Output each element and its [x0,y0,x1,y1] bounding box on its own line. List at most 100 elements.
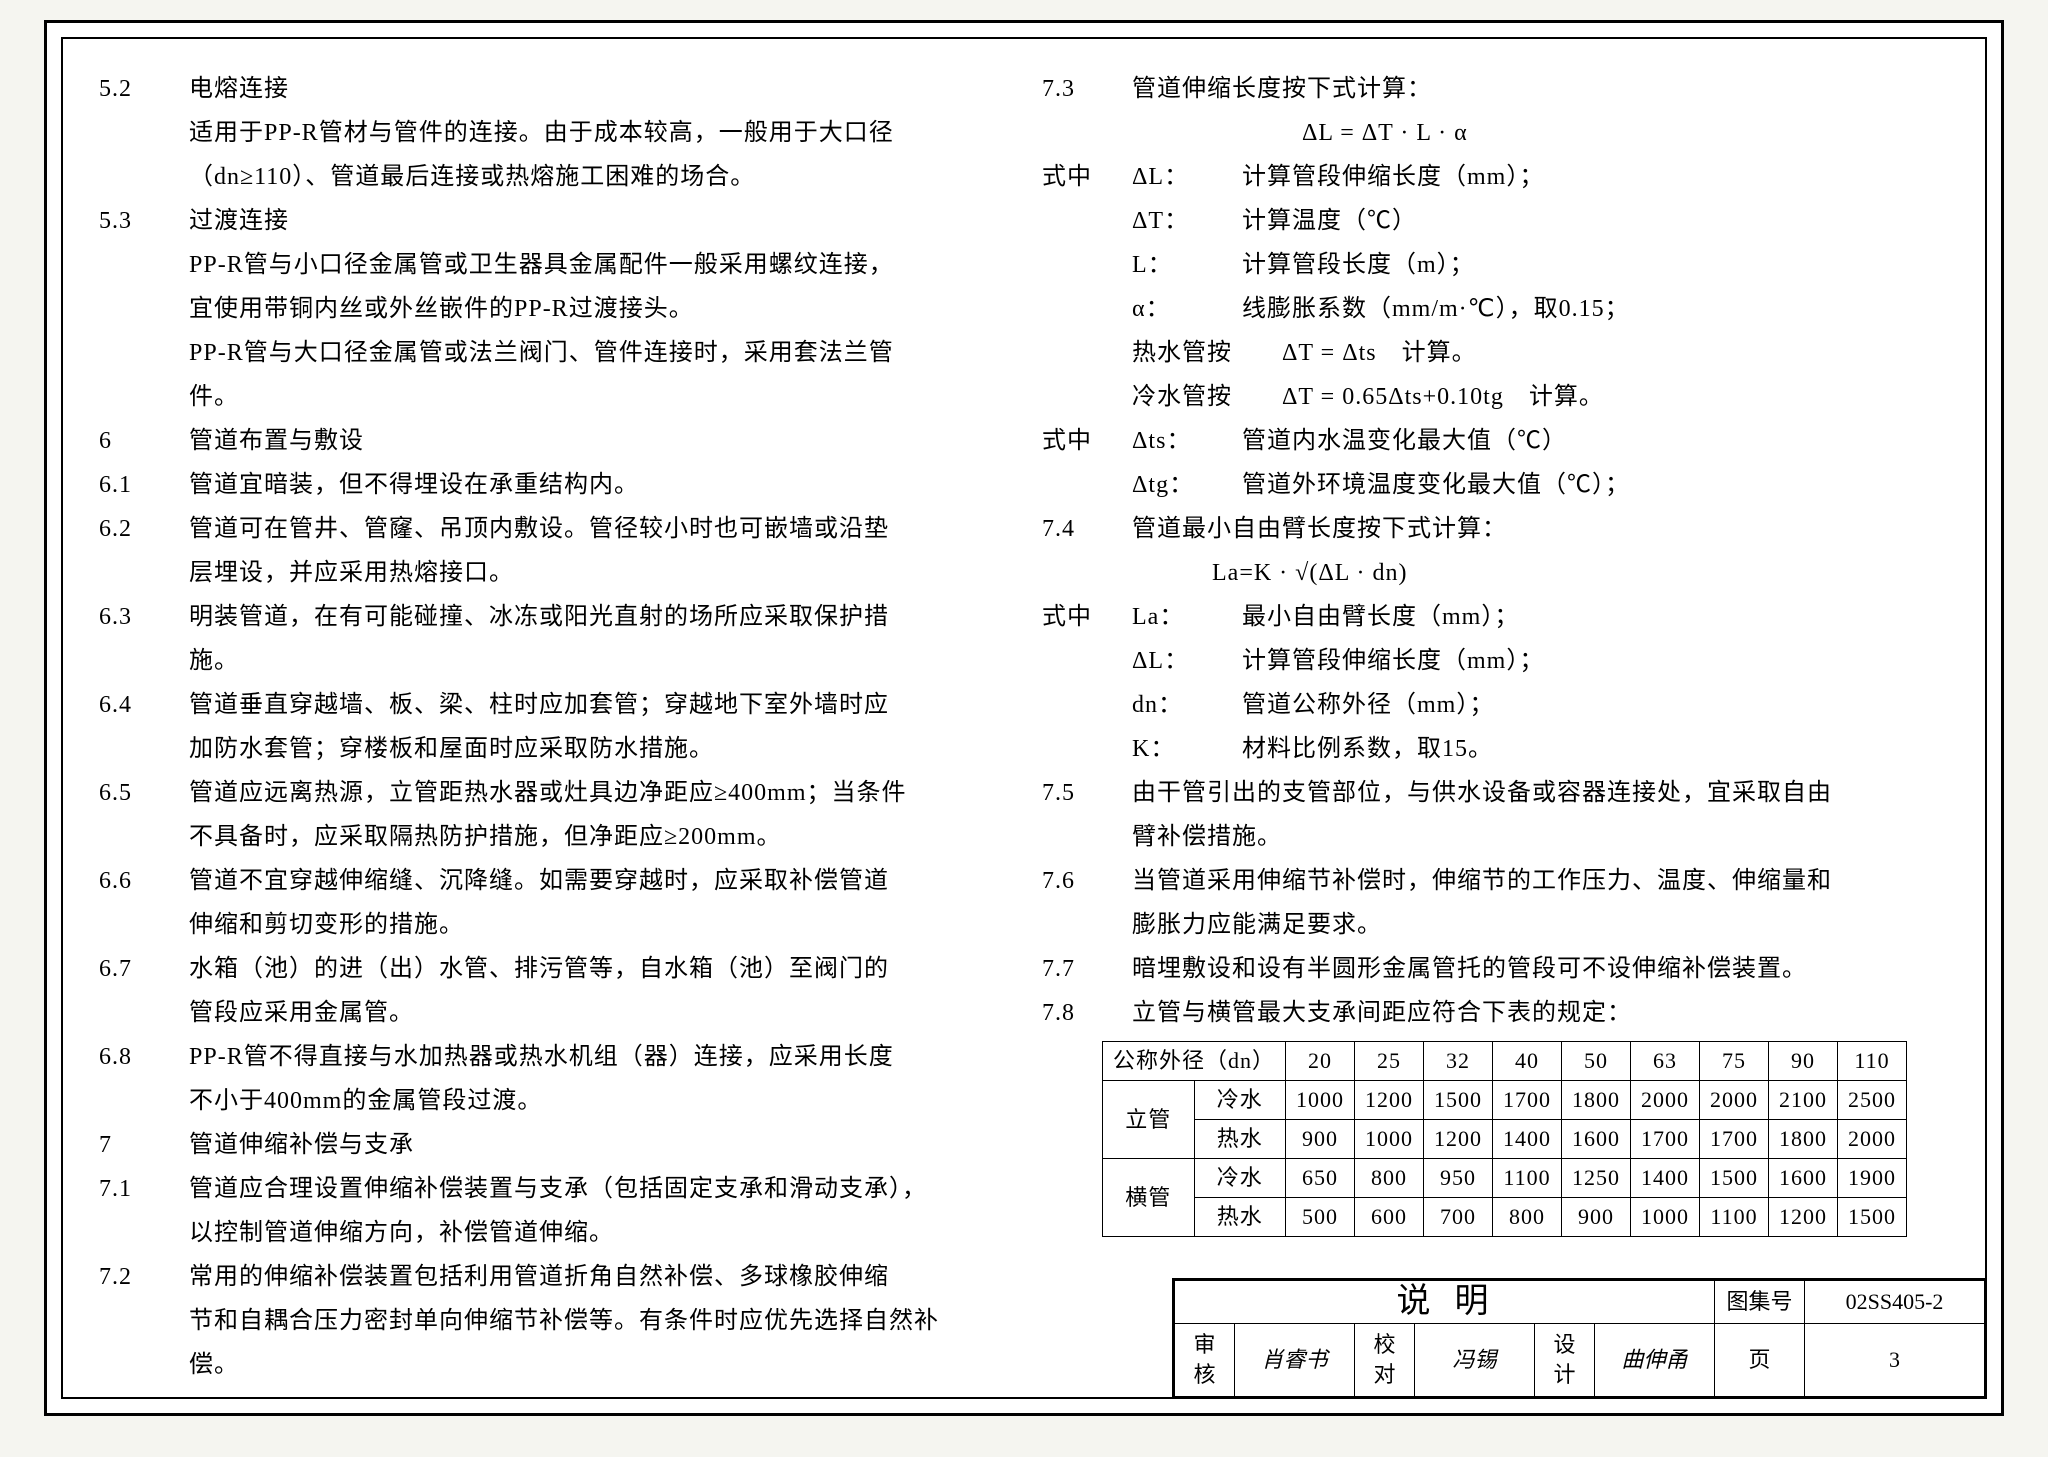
text: 层埋设，并应采用热熔接口。 [189,551,996,595]
td: 900 [1562,1198,1631,1237]
desc: 计算温度（℃） [1242,199,1949,243]
desc: 管道公称外径（mm）； [1242,683,1949,727]
item-6-8: 6.8 PP-R管不得直接与水加热器或热水机组（器）连接，应采用长度 [99,1035,996,1079]
desc: 最小自由臂长度（mm）； [1242,595,1949,639]
text: 管道伸缩长度按下式计算： [1132,67,1949,111]
sym: La： [1132,595,1242,639]
label: 设计 [1535,1324,1595,1397]
td: 600 [1355,1198,1424,1237]
desc: 线膨胀系数（mm/m·℃），取0.15； [1242,287,1949,331]
td: 1600 [1562,1120,1631,1159]
num: 7.6 [1042,859,1132,903]
item-7-6: 7.6 当管道采用伸缩节补偿时，伸缩节的工作压力、温度、伸缩量和 [1042,859,1949,903]
th: 公称外径（dn） [1103,1042,1286,1081]
label: 式中 [1042,419,1132,463]
num: 6.1 [99,463,189,507]
item-7-1-c: 以控制管道伸缩方向，补偿管道伸缩。 [99,1211,996,1255]
item-7-4: 7.4 管道最小自由臂长度按下式计算： [1042,507,1949,551]
td: 热水 [1194,1198,1286,1237]
text: 管道应合理设置伸缩补偿装置与支承（包括固定支承和滑动支承）， [189,1167,996,1211]
label: 图集号 [1715,1281,1805,1324]
item-6-6: 6.6 管道不宜穿越伸缩缝、沉降缝。如需要穿越时，应采取补偿管道 [99,859,996,903]
text: 立管与横管最大支承间距应符合下表的规定： [1132,991,1949,1035]
checker-signature: 冯锡 [1415,1324,1535,1397]
td: 热水 [1194,1120,1286,1159]
num: 6 [99,419,189,463]
item-6-7: 6.7 水箱（池）的进（出）水管、排污管等，自水箱（池）至阀门的 [99,947,996,991]
text: 冷水管按 ΔT = 0.65Δts+0.10tg 计算。 [1132,375,1949,419]
num: 6.2 [99,507,189,551]
item-6-4: 6.4 管道垂直穿越墙、板、梁、柱时应加套管；穿越地下室外墙时应 [99,683,996,727]
item-6-1: 6.1 管道宜暗装，但不得埋设在承重结构内。 [99,463,996,507]
td: 1000 [1631,1198,1700,1237]
coldwater-row: 冷水管按 ΔT = 0.65Δts+0.10tg 计算。 [1042,375,1949,419]
item-5-3: 5.3 过渡连接 [99,199,996,243]
td: 1400 [1631,1159,1700,1198]
td: 1600 [1769,1159,1838,1198]
text: 不具备时，应采取隔热防护措施，但净距应≥200mm。 [189,815,996,859]
spacing-table: 公称外径（dn） 20 25 32 40 50 63 75 90 110 立管 … [1102,1041,1907,1237]
num: 7.5 [1042,771,1132,815]
sym: L： [1132,243,1242,287]
text: 暗埋敷设和设有半圆形金属管托的管段可不设伸缩补偿装置。 [1132,947,1949,991]
sym: K： [1132,727,1242,771]
sym: α： [1132,287,1242,331]
text: 管段应采用金属管。 [189,991,996,1035]
num: 7.8 [1042,991,1132,1035]
page-number: 3 [1805,1324,1985,1397]
page-inner-frame: 5.2 电熔连接 适用于PP-R管材与管件的连接。由于成本较高，一般用于大口径 … [61,37,1987,1399]
text: PP-R管与大口径金属管或法兰阀门、管件连接时，采用套法兰管 [99,331,996,375]
sym: Δts： [1132,419,1242,463]
def-row: 式中 La：最小自由臂长度（mm）； [1042,595,1949,639]
td: 1800 [1562,1081,1631,1120]
item-7-2: 7.2 常用的伸缩补偿装置包括利用管道折角自然补偿、多球橡胶伸缩 [99,1255,996,1299]
text: 当管道采用伸缩节补偿时，伸缩节的工作压力、温度、伸缩量和 [1132,859,1949,903]
td: 800 [1493,1198,1562,1237]
desc: 管道内水温变化最大值（℃） [1242,419,1949,463]
item-7: 7 管道伸缩补偿与支承 [99,1123,996,1167]
sym: Δtg： [1132,463,1242,507]
label: 页 [1715,1324,1805,1397]
sym: dn： [1132,683,1242,727]
desc: 计算管段长度（m）； [1242,243,1949,287]
item-7-6-c: 膨胀力应能满足要求。 [1042,903,1949,947]
td: 500 [1286,1198,1355,1237]
left-column: 5.2 电熔连接 适用于PP-R管材与管件的连接。由于成本较高，一般用于大口径 … [99,67,1024,1387]
def-row: Δtg：管道外环境温度变化最大值（℃）； [1042,463,1949,507]
td: 1400 [1493,1120,1562,1159]
text: 管道不宜穿越伸缩缝、沉降缝。如需要穿越时，应采取补偿管道 [189,859,996,903]
td: 1500 [1700,1159,1769,1198]
th: 25 [1355,1042,1424,1081]
page: 5.2 电熔连接 适用于PP-R管材与管件的连接。由于成本较高，一般用于大口径 … [44,20,2004,1416]
td: 800 [1355,1159,1424,1198]
item-7-8: 7.8 立管与横管最大支承间距应符合下表的规定： [1042,991,1949,1035]
item-7-5-c: 臂补偿措施。 [1042,815,1949,859]
text: 管道布置与敷设 [189,419,996,463]
def-row: L：计算管段长度（m）； [1042,243,1949,287]
th: 32 [1424,1042,1493,1081]
item-5-3-c3: PP-R管与大口径金属管或法兰阀门、管件连接时，采用套法兰管 [99,331,996,375]
text: 件。 [189,375,996,419]
item-6-8-c: 不小于400mm的金属管段过渡。 [99,1079,996,1123]
td: 950 [1424,1159,1493,1198]
text: 明装管道，在有可能碰撞、冰冻或阳光直射的场所应采取保护措 [189,595,996,639]
text: 水箱（池）的进（出）水管、排污管等，自水箱（池）至阀门的 [189,947,996,991]
num: 6.8 [99,1035,189,1079]
th: 110 [1838,1042,1907,1081]
item-6-7-c: 管段应采用金属管。 [99,991,996,1035]
th: 75 [1700,1042,1769,1081]
right-column: 7.3 管道伸缩长度按下式计算： ΔL = ΔT · L · α 式中 ΔL： … [1024,67,1949,1387]
formula-7-3: ΔL = ΔT · L · α [1042,111,1949,155]
text: 热水管按 ΔT = Δts 计算。 [1132,331,1949,375]
item-6-2-c: 层埋设，并应采用热熔接口。 [99,551,996,595]
num: 6.6 [99,859,189,903]
td: 1700 [1631,1120,1700,1159]
table-row: 说明 图集号 02SS405-2 [1175,1281,1985,1324]
td: 1500 [1838,1198,1907,1237]
td: 1500 [1424,1081,1493,1120]
text: 常用的伸缩补偿装置包括利用管道折角自然补偿、多球橡胶伸缩 [189,1255,996,1299]
table-row: 立管 冷水 1000120015001700180020002000210025… [1103,1081,1907,1120]
desc: 管道外环境温度变化最大值（℃）； [1242,463,1949,507]
td: 2000 [1838,1120,1907,1159]
td: 1100 [1700,1198,1769,1237]
